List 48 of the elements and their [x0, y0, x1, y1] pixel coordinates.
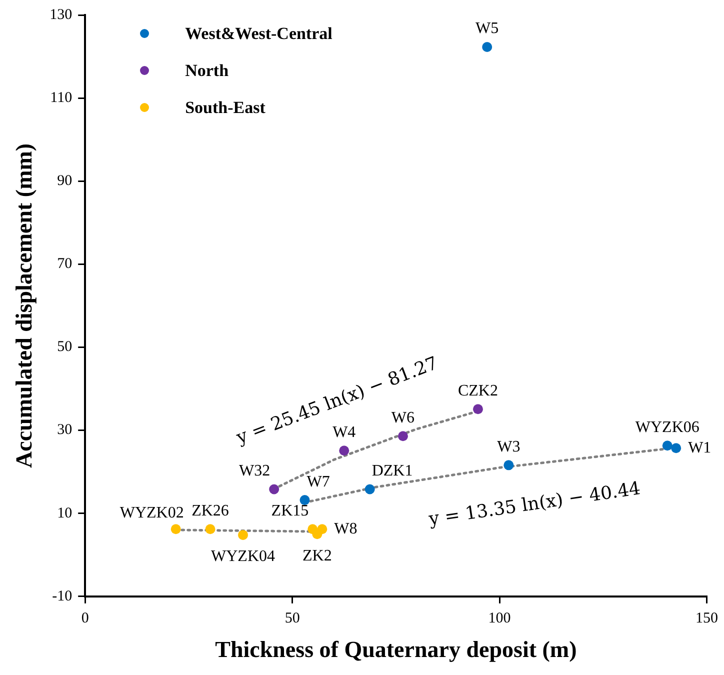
point	[398, 431, 408, 442]
y-tick-label: 90	[57, 173, 72, 190]
y-tick-label: -10	[52, 588, 72, 604]
data-label: W1	[688, 439, 712, 456]
x-tick-label: 100	[488, 610, 511, 626]
data-label: W6	[391, 409, 415, 426]
point	[482, 42, 492, 52]
legend-label: West&West-Central	[185, 24, 332, 44]
data-label: W4	[332, 424, 356, 441]
point	[170, 524, 181, 534]
point	[300, 495, 310, 506]
data-label: CZK2	[458, 382, 498, 400]
data-label: WYZK04	[211, 548, 275, 566]
x-tick-label: 150	[696, 610, 718, 626]
data-label: ZK2	[302, 547, 332, 564]
point	[238, 530, 248, 540]
point	[662, 440, 672, 451]
point	[504, 460, 514, 470]
point	[364, 484, 375, 494]
point	[339, 446, 350, 456]
point	[472, 404, 483, 414]
data-label: WYZK02	[120, 504, 184, 522]
x-tick-label: 50	[284, 610, 300, 626]
data-label: W3	[497, 438, 520, 456]
y-axis-title: Accumulated displacement (mm)	[12, 143, 37, 468]
data-label: W7	[306, 473, 330, 490]
y-tick-label: 10	[57, 505, 72, 522]
data-label: DZK1	[372, 462, 413, 480]
point	[671, 443, 682, 454]
y-tick-label: 130	[50, 6, 72, 23]
point	[317, 524, 328, 534]
y-tick-label: 70	[57, 256, 72, 272]
data-label: ZK15	[271, 502, 309, 520]
data-label: WYZK06	[635, 418, 700, 436]
annotation: y = 13.35 ln(x) − 40.44	[426, 478, 642, 530]
data-label: W5	[476, 20, 499, 38]
y-tick-label: 30	[57, 422, 72, 438]
point	[269, 484, 280, 494]
y-tick-label: 50	[57, 339, 72, 356]
y-tick-label: 110	[50, 90, 72, 106]
point	[205, 524, 216, 534]
legend-label: South-East	[185, 98, 266, 118]
data-label: W32	[238, 462, 270, 480]
data-label: ZK26	[192, 502, 229, 520]
x-tick-label: 0	[81, 610, 89, 626]
legend-label: North	[185, 60, 229, 80]
data-label: W8	[334, 520, 358, 538]
x-axis-title: Thickness of Quaternary deposit (m)	[215, 637, 577, 662]
